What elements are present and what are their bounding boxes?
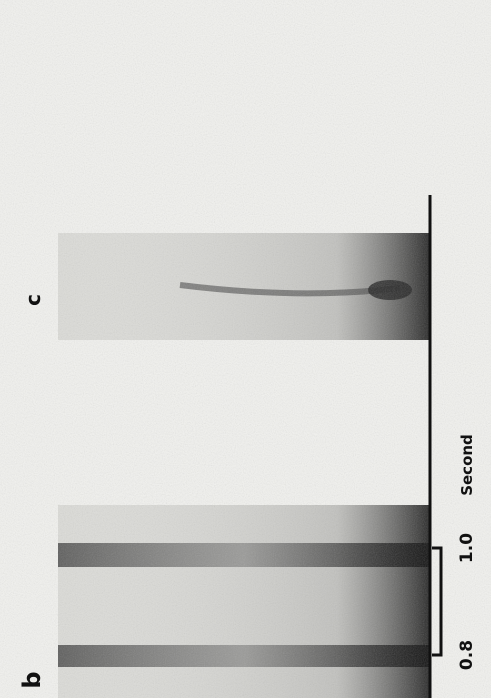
spectrogram-b	[58, 505, 430, 698]
scale-bracket	[432, 546, 443, 657]
axis-title: Second	[458, 434, 476, 496]
panel-label: c	[21, 294, 45, 306]
tick-label: 0.8	[457, 640, 477, 670]
tick-label: 1.0	[457, 533, 477, 563]
panel-label: b	[18, 671, 46, 688]
spectrogram-c	[58, 233, 430, 340]
